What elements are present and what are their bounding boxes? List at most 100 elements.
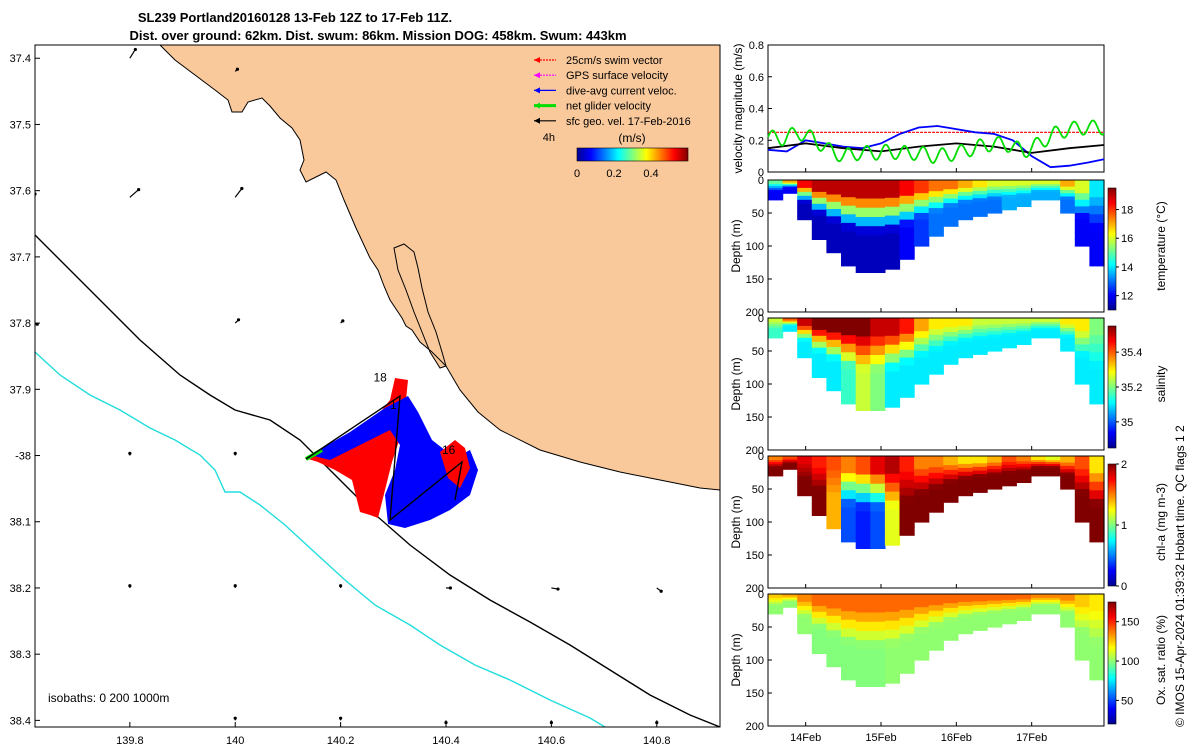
- section-cell: [782, 599, 798, 602]
- section-cell: [884, 509, 901, 519]
- section-cell: [797, 207, 813, 213]
- section-cell: [841, 464, 857, 474]
- section-cell: [811, 503, 827, 510]
- section-cell: [972, 474, 988, 479]
- section-cell: [957, 318, 974, 323]
- section-cell: [1089, 524, 1105, 534]
- section-cell: [1045, 594, 1061, 597]
- section-cell: [1060, 186, 1076, 191]
- colorbar-tick-label: 1: [1121, 520, 1127, 532]
- section-cell: [870, 401, 886, 411]
- section-cell: [914, 193, 930, 201]
- section-cell: [797, 609, 813, 615]
- section-cell: [884, 594, 901, 604]
- section-cell: [797, 329, 813, 335]
- section-cell: [957, 211, 974, 217]
- section-cell: [797, 467, 813, 473]
- section-cell: [1001, 338, 1017, 343]
- section-cell: [1089, 594, 1105, 604]
- section-cell: [768, 603, 784, 607]
- swim-vectors-patch-2: [440, 440, 470, 488]
- section-cell: [987, 607, 1003, 612]
- section-cell: [870, 373, 886, 384]
- section-cell: [782, 181, 798, 184]
- section-cell: [987, 594, 1003, 598]
- section-cell: [943, 203, 959, 209]
- section-cell: [855, 511, 871, 522]
- section-ylabel: Depth (m): [729, 357, 743, 410]
- section-cell: [972, 615, 988, 620]
- section-cell: [841, 257, 857, 267]
- section-cell: [987, 189, 1003, 194]
- section-cell: [943, 180, 959, 186]
- section-cell: [1031, 331, 1047, 335]
- section-cell: [1074, 331, 1090, 339]
- section-cell: [811, 456, 827, 463]
- section-cell: [914, 489, 930, 497]
- section-cell: [943, 359, 959, 365]
- section-cell: [957, 460, 974, 465]
- section-cell: [1089, 188, 1105, 198]
- section-cell: [1074, 318, 1090, 326]
- section-cell: [1031, 458, 1047, 461]
- section-cell: [972, 594, 988, 599]
- section-ytick-label: 0: [758, 313, 764, 325]
- section-cell: [841, 516, 857, 526]
- section-cell: [841, 481, 857, 491]
- section-cell: [768, 465, 784, 469]
- section-ytick-label: 200: [746, 307, 764, 319]
- section-ytick-label: 150: [746, 550, 764, 562]
- section-cell: [1045, 473, 1061, 477]
- section-cell: [782, 466, 798, 469]
- section-cell: [782, 594, 798, 596]
- section-cell: [899, 180, 915, 189]
- lat-tick-label: 37.9: [10, 384, 31, 396]
- section-ytick-label: 150: [746, 412, 764, 424]
- section-cell: [1074, 600, 1090, 608]
- section-ytick-label: 100: [746, 517, 764, 529]
- section-cell: [987, 600, 1003, 605]
- section-cell: [855, 539, 871, 549]
- section-cell: [928, 329, 944, 336]
- section-cell: [1001, 594, 1017, 598]
- section-cell: [884, 344, 901, 355]
- section-cell: [1060, 318, 1076, 322]
- section-cell: [855, 327, 871, 337]
- section-cell: [972, 325, 988, 330]
- section-cell: [1060, 456, 1076, 460]
- legend-arrowhead: [534, 57, 540, 63]
- section-cell: [1060, 337, 1076, 342]
- lat-tick-label: 37.4: [10, 53, 31, 65]
- section-cell: [943, 635, 959, 641]
- section-cell: [914, 357, 930, 365]
- section-cell: [1074, 482, 1090, 490]
- section-cell: [1001, 197, 1017, 202]
- section-cell: [1060, 623, 1076, 628]
- section-cell: [870, 677, 886, 687]
- section-cell: [943, 493, 959, 499]
- section-cell: [1074, 337, 1090, 345]
- section-cell: [957, 337, 974, 343]
- section-cell: [928, 357, 944, 364]
- section-cell: [855, 401, 871, 411]
- lat-tick-label: 38.4: [10, 715, 31, 727]
- section-cell: [870, 631, 886, 641]
- section-cell: [943, 612, 959, 618]
- section-cell: [957, 184, 974, 189]
- section-cell: [1074, 357, 1090, 365]
- section-cell: [987, 597, 1003, 602]
- section-colorbar: [1107, 601, 1117, 725]
- section-cell: [1001, 183, 1017, 187]
- colorbar-tick-label: 100: [1121, 656, 1139, 668]
- section-cell: [943, 336, 959, 342]
- section-cell: [899, 511, 915, 520]
- section-cell: [797, 353, 813, 359]
- section-cell: [957, 471, 974, 477]
- section-cell: [1060, 183, 1076, 188]
- section-cell: [811, 461, 827, 469]
- section-cell: [1060, 347, 1076, 352]
- section-cell: [1074, 180, 1090, 188]
- section-cell: [1016, 328, 1032, 332]
- section-cell: [811, 623, 827, 631]
- section-cell: [855, 391, 871, 402]
